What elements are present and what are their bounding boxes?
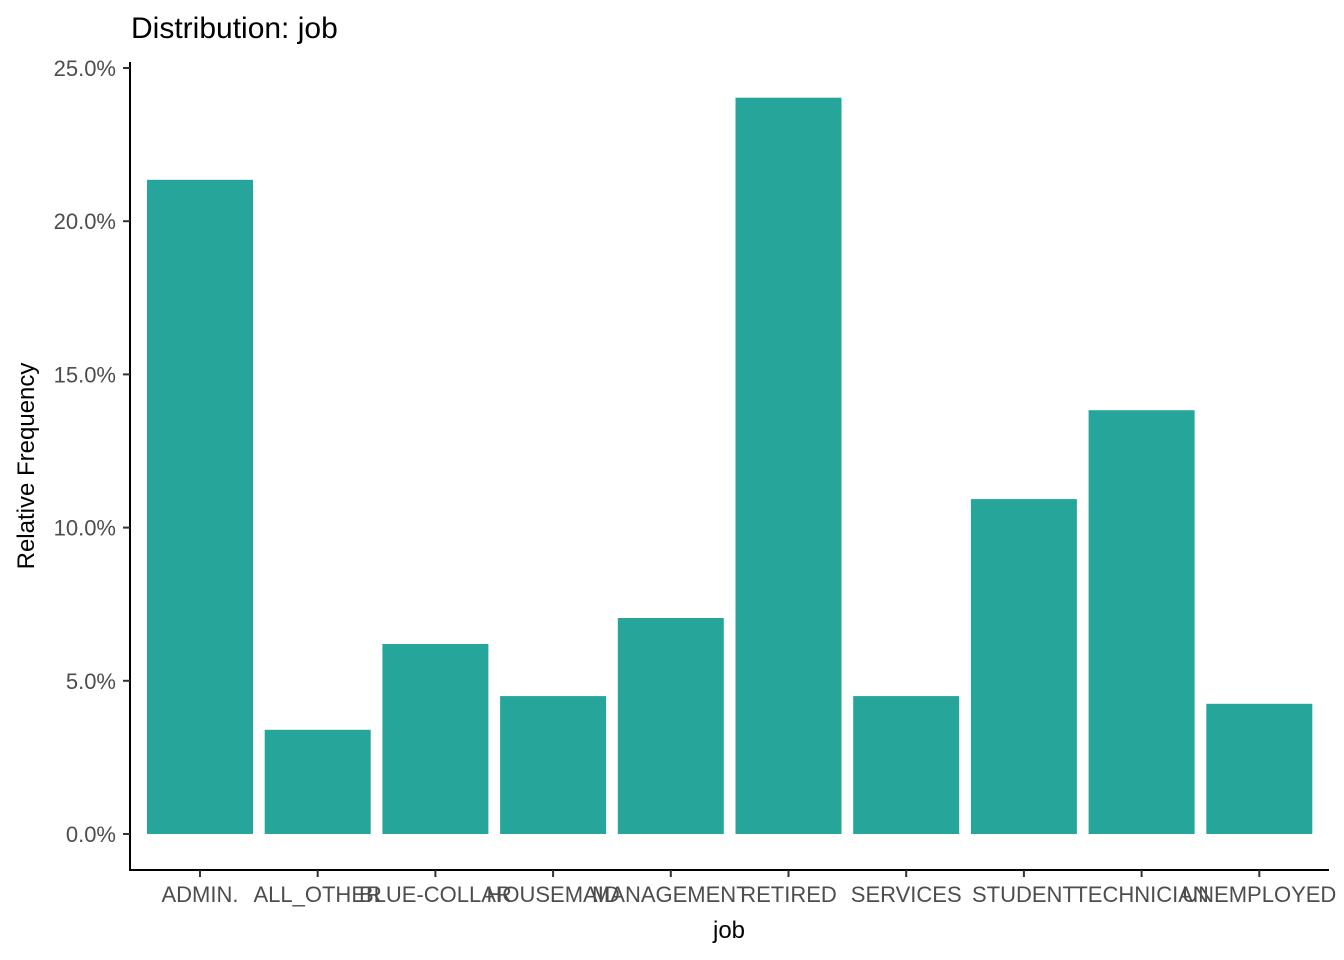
x-tick-label: TECHNICIAN [1074,882,1208,907]
x-tick-label: BLUE-COLLAR [359,882,512,907]
x-tick-label: RETIRED [740,882,837,907]
y-tick-label: 5.0% [66,669,116,694]
x-tick-label: ADMIN. [162,882,239,907]
x-tick-label: ALL_OTHER [254,882,382,907]
x-axis-ticks: ADMIN. ALL_OTHERBLUE-COLLARHOUSEMAIDMANAG… [162,870,1336,907]
bar-unemployed [1206,703,1313,834]
bar-blue-collar [382,644,489,834]
y-axis-title: Relative Frequency [13,363,40,570]
x-tick-label: UNEMPLOYED [1182,882,1336,907]
bar-retired [735,97,842,834]
bar-all-other [264,729,371,834]
bar-technician [1088,410,1195,834]
y-tick-label: 25.0% [54,56,116,81]
y-axis-ticks: 0.0% 5.0% 10.0% 15.0% 20.0% 25.0% [54,56,130,847]
x-tick-label: SERVICES [851,882,962,907]
y-tick-label: 0.0% [66,822,116,847]
bars-group [147,97,1313,835]
y-tick-label: 20.0% [54,209,116,234]
bar-housemaid [500,696,607,834]
y-tick-label: 10.0% [54,516,116,541]
x-tick-label: STUDENT [972,882,1076,907]
x-axis-title: job [712,917,745,944]
bar-services [853,696,960,834]
x-tick-label: HOUSEMAID [486,882,619,907]
bar-student [970,499,1077,834]
x-tick-label: MANAGEMENT [592,882,750,907]
chart-title: Distribution: job [131,12,338,45]
y-tick-label: 15.0% [54,362,116,387]
bar-admin [147,179,253,835]
bar-management [617,618,724,834]
